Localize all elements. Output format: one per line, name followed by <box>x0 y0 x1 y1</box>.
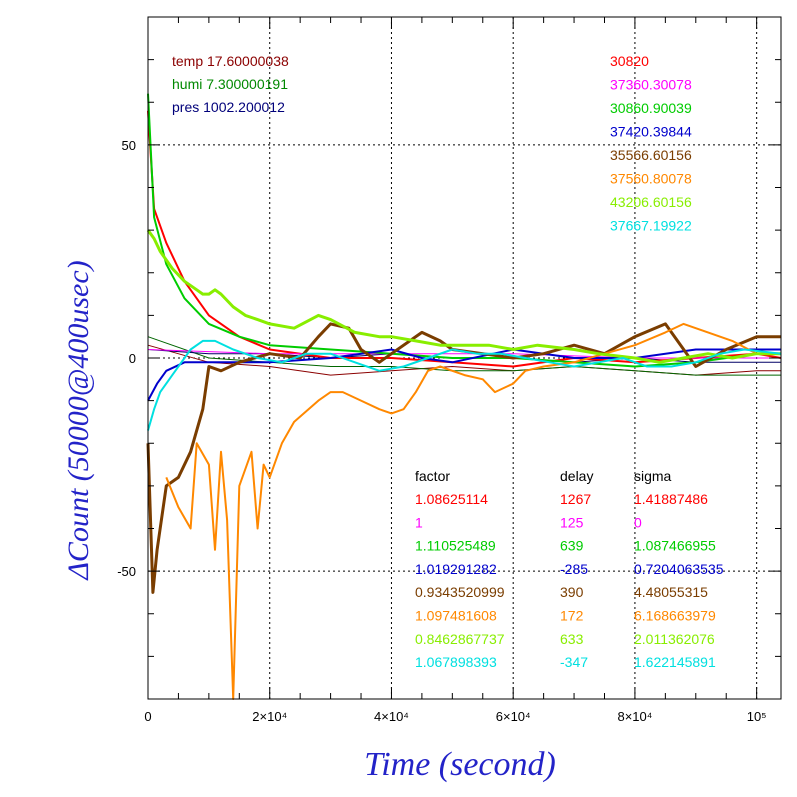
series-layer <box>146 93 782 700</box>
factor-value: 1.019291282 <box>415 561 497 577</box>
series-value-label: 35566.60156 <box>610 147 692 163</box>
series-value-label: 30860.90039 <box>610 100 692 116</box>
y-axis-title: ΔCount (50000@400usec) <box>62 260 95 580</box>
ticks: 0 2×10⁴ 4×10⁴ 6×10⁴ 8×10⁴ 10⁵ 50 0 -50 <box>117 16 781 724</box>
delay-value: 125 <box>560 514 584 530</box>
labels: temp 17.60000038 humi 7.300000191 pres 100… <box>172 53 724 670</box>
delay-value: -347 <box>560 654 588 670</box>
reference-curve <box>147 344 781 376</box>
sigma-value: 6.168663979 <box>634 608 716 624</box>
sigma-value: 1.41887486 <box>634 491 708 507</box>
factor-value: 1.08625114 <box>415 491 488 507</box>
sigma-value: 1.087466955 <box>634 538 716 554</box>
delay-value: 1267 <box>560 491 591 507</box>
x-tick-label: 10⁵ <box>747 709 767 724</box>
series-value-label: 43206.60156 <box>610 194 692 210</box>
factor-value: 1 <box>415 514 423 530</box>
series-line <box>147 348 781 402</box>
factor-value: 1.110525489 <box>415 538 496 554</box>
series-value-label: 37560.80078 <box>610 171 692 187</box>
factor-value: 1.067898393 <box>415 654 497 670</box>
table-header: factor <box>415 468 450 484</box>
x-tick-label: 6×10⁴ <box>496 709 531 724</box>
factor-value: 0.9343520999 <box>415 584 505 600</box>
factor-value: 1.097481608 <box>415 608 497 624</box>
series-line <box>147 339 782 431</box>
sigma-value: 0.7204063535 <box>634 561 724 577</box>
series-line <box>165 322 781 700</box>
delay-value: -285 <box>560 561 588 577</box>
series-line <box>146 229 781 364</box>
factor-value: 0.8462867737 <box>415 631 505 647</box>
x-axis-title: Time (second) <box>364 746 556 783</box>
delay-value: 390 <box>560 584 584 600</box>
series-value-label: 37667.19922 <box>610 218 692 234</box>
delay-value: 172 <box>560 608 584 624</box>
delay-value: 633 <box>560 631 584 647</box>
y-tick-label: 0 <box>129 351 136 366</box>
sigma-value: 4.48055315 <box>634 584 708 600</box>
series-line <box>146 322 781 594</box>
x-tick-label: 8×10⁴ <box>617 709 652 724</box>
x-tick-label: 4×10⁴ <box>374 709 409 724</box>
y-tick-label: 50 <box>122 138 136 153</box>
series-value-label: 37420.39844 <box>610 124 692 140</box>
series-value-label: 30820 <box>610 53 649 69</box>
table-header: delay <box>560 468 593 484</box>
sigma-value: 1.622145891 <box>634 654 716 670</box>
series-value-label: 37360.30078 <box>610 77 692 93</box>
x-tick-label: 2×10⁴ <box>252 709 287 724</box>
y-tick-label: -50 <box>117 564 136 579</box>
delay-value: 639 <box>560 538 584 554</box>
sigma-value: 2.011362076 <box>634 631 715 647</box>
series-line <box>147 93 781 368</box>
condition-label: humi 7.300000191 <box>172 76 288 92</box>
condition-label: temp 17.60000038 <box>172 53 289 69</box>
table-header: sigma <box>634 468 672 484</box>
x-tick-label: 0 <box>144 709 151 724</box>
sigma-value: 0 <box>634 514 642 530</box>
condition-label: pres 1002.200012 <box>172 99 285 115</box>
